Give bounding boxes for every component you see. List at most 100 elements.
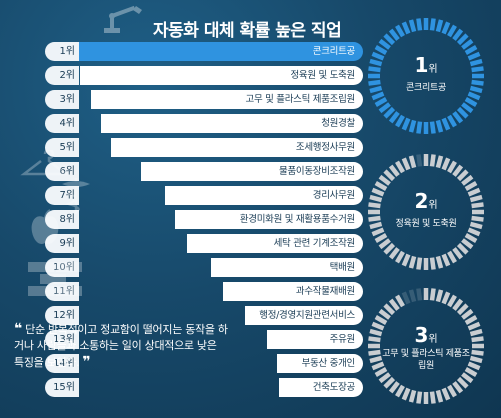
ring-label: 콘크리트공 [406, 83, 446, 93]
job-bar: 콘크리트공 [79, 42, 363, 61]
ring-segment [464, 233, 478, 243]
ring-segment [469, 221, 483, 230]
rank-badge: 10위 [45, 258, 79, 277]
ring-segment [369, 328, 383, 337]
job-bar: 환경미화원 및 재활용품수거원 [175, 210, 363, 229]
ring-segment [441, 387, 451, 401]
ring-segment [383, 242, 396, 255]
ring-segment [464, 367, 478, 377]
ring-segment [429, 257, 436, 270]
ring-segment [435, 389, 444, 403]
rank-badge: 2위 [45, 66, 79, 85]
ring-segment [369, 221, 383, 230]
ring-segment [369, 355, 383, 364]
list-item: 12위 행정/경영지원관련서비스 [45, 306, 363, 325]
ring-segment [447, 160, 457, 174]
ring-segment [471, 215, 484, 222]
rank-3-ring: 3위 고무 및 플라스틱 제품조립원 [364, 284, 488, 408]
ring-segment [435, 119, 444, 133]
ring-segment [401, 253, 411, 267]
ring-segment [435, 19, 444, 33]
rank-badge: 9위 [45, 234, 79, 253]
ring-segment [368, 349, 381, 356]
ring-segment [401, 291, 411, 305]
ring-segment [378, 308, 391, 320]
list-item: 3위 고무 및 플라스틱 제품조립원 [45, 90, 363, 109]
list-item: 5위 조세행정사무원 [45, 138, 363, 157]
ring-rank: 3위 [414, 323, 438, 347]
ring-segment [374, 233, 388, 243]
ring-segment [371, 227, 385, 237]
job-bar: 건축도장공 [279, 378, 363, 397]
ring-segment [408, 155, 417, 169]
ring-segment [471, 349, 484, 356]
ring-segment [383, 376, 396, 389]
quote-text: 단순 반복적이고 정교함이 떨어지는 동작을 하거나 사람들과 소통하는 일이 … [14, 323, 228, 369]
ring-segment [464, 97, 478, 107]
ring-segment [441, 117, 451, 131]
ring-segment [471, 79, 484, 86]
ring-segment [469, 85, 483, 94]
ring-segment [401, 157, 411, 171]
rank-badge: 14위 [45, 354, 79, 373]
ring-gauge [368, 154, 484, 270]
ring-segment [461, 102, 474, 114]
ring-segment [467, 51, 481, 61]
list-item: 14위 부동산 중개인 [45, 354, 363, 373]
ring-segment [388, 247, 400, 260]
ring-segment [368, 336, 381, 343]
ring-segment [467, 361, 481, 371]
ring-segment [416, 121, 423, 134]
ring-rank: 1위 [414, 53, 438, 77]
job-bar: 주유원 [267, 330, 363, 349]
ring-segment [388, 381, 400, 394]
ring-segment [395, 24, 405, 38]
rank-badge: 6위 [45, 162, 79, 181]
ring-segment [388, 164, 400, 177]
rank-badge: 4위 [45, 114, 79, 133]
ring-segment [456, 376, 469, 389]
ring-segment [368, 79, 381, 86]
list-item: 2위 정육원 및 도축원 [45, 66, 363, 85]
ring-segment [378, 238, 391, 250]
ring-segment [471, 202, 484, 209]
ring-segment [388, 111, 400, 124]
ring-segment [469, 355, 483, 364]
job-bar: 경리사무원 [165, 186, 363, 205]
ring-segment [378, 38, 391, 50]
ring-segment [401, 117, 411, 131]
rank-badge: 5위 [45, 138, 79, 157]
ring-segment [388, 298, 400, 311]
ring-segment [471, 66, 484, 73]
ring-segment [416, 391, 423, 404]
ring-label: 고무 및 플라스틱 제품조립원 [382, 349, 470, 371]
ring-segment [435, 155, 444, 169]
ring-segment [464, 45, 478, 55]
ring-segment [369, 194, 383, 203]
ring-segment [429, 18, 436, 31]
job-bar: 물품이동장비조작원 [141, 162, 363, 181]
ring-segment [452, 298, 464, 311]
ring-segment [368, 66, 381, 73]
ring-segment [456, 242, 469, 255]
ring-segment [452, 381, 464, 394]
ring-rank: 2위 [414, 189, 438, 213]
list-item: 9위 세탁 관련 기계조작원 [45, 234, 363, 253]
list-item: 1위 콘크리트공 [45, 42, 363, 61]
ring-segment [456, 33, 469, 46]
job-bar: 행정/경영지원관련서비스 [245, 306, 363, 325]
ring-segment [441, 253, 451, 267]
ring-segment [447, 114, 457, 128]
quote-open-icon: ❝ [14, 321, 22, 337]
ring-segment [374, 367, 388, 377]
ring-segment [461, 238, 474, 250]
ring-segment [408, 255, 417, 269]
ring-gauge [368, 288, 484, 404]
ring-segment [383, 33, 396, 46]
list-item: 15위 건축도장공 [45, 378, 363, 397]
ring-segment [464, 315, 478, 325]
rank-badge: 8위 [45, 210, 79, 229]
job-bar: 청원경찰 [101, 114, 363, 133]
ring-segment [467, 321, 481, 331]
